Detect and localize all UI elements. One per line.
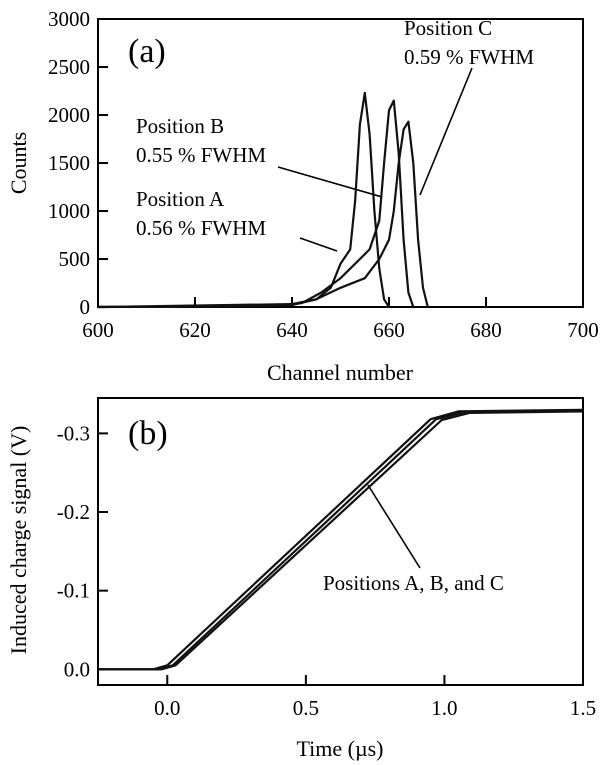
series-line-1 xyxy=(98,408,584,671)
x-tick-label: 700 xyxy=(567,318,599,342)
x-tick-label: 680 xyxy=(470,318,502,342)
leader-line-abc xyxy=(367,484,421,569)
panel-b-series xyxy=(98,408,584,671)
panel-b: 0.0 -0.1 -0.2 -0.3 0.0 0.5 1.0 1.5 (b) Time (µ… xyxy=(6,397,596,761)
y-tick-label: -0.2 xyxy=(57,500,90,524)
leader-line-a xyxy=(299,237,338,252)
panel-a-x-axis-title: Channel number xyxy=(267,360,414,385)
y-tick-label: -0.1 xyxy=(57,579,90,603)
series-line-2 xyxy=(97,99,415,309)
y-tick-label: -0.3 xyxy=(57,421,90,445)
leader-line-c xyxy=(419,67,473,196)
x-tick-label: 620 xyxy=(179,318,211,342)
annotation-position-c: Position C xyxy=(404,16,492,40)
x-tick-label: 640 xyxy=(276,318,308,342)
y-tick-label: 2500 xyxy=(48,55,90,79)
series-line-2 xyxy=(98,409,584,671)
x-tick-label: 660 xyxy=(373,318,405,342)
panel-b-y-axis-title: Induced charge signal (V) xyxy=(6,426,31,655)
panel-b-y-ticks: 0.0 -0.1 -0.2 -0.3 xyxy=(57,421,108,681)
panel-b-x-ticks: 0.0 0.5 1.0 1.5 xyxy=(154,675,596,720)
panel-a: 0 500 1000 1500 2000 2500 3000 600 620 640 660 680… xyxy=(6,7,599,385)
y-tick-label: 0.0 xyxy=(64,657,90,681)
y-tick-label: 3000 xyxy=(48,7,90,31)
panel-a-y-axis-title: Counts xyxy=(6,132,31,194)
annotation-position-b-fwhm: 0.55 % FWHM xyxy=(136,143,266,167)
annotation-position-b: Position B xyxy=(136,114,224,138)
series-line-3 xyxy=(98,410,584,671)
annotation-position-a-fwhm: 0.56 % FWHM xyxy=(136,216,266,240)
annotation-position-a: Position A xyxy=(136,187,225,211)
panel-a-label: (a) xyxy=(128,33,166,70)
x-tick-label: 0.0 xyxy=(154,696,180,720)
annotation-positions-abc: Positions A, B, and C xyxy=(323,571,504,595)
x-tick-label: 600 xyxy=(82,318,114,342)
y-tick-label: 1000 xyxy=(48,199,90,223)
panel-b-frame xyxy=(97,397,584,686)
y-tick-label: 0 xyxy=(80,295,91,319)
panel-a-x-ticks: 600 620 640 660 680 700 xyxy=(82,297,599,342)
x-tick-label: 1.0 xyxy=(431,696,457,720)
series-line-3 xyxy=(97,120,429,309)
annotation-position-c-fwhm: 0.59 % FWHM xyxy=(404,45,534,69)
leader-line-b xyxy=(277,166,383,198)
x-tick-label: 0.5 xyxy=(293,696,319,720)
y-tick-label: 500 xyxy=(59,247,91,271)
panel-b-x-axis-title: Time (µs) xyxy=(296,736,383,761)
panel-b-label: (b) xyxy=(128,415,168,452)
x-tick-label: 1.5 xyxy=(570,696,596,720)
y-tick-label: 1500 xyxy=(48,151,90,175)
panel-a-y-ticks: 0 500 1000 1500 2000 2500 3000 xyxy=(48,7,108,319)
y-tick-label: 2000 xyxy=(48,103,90,127)
panel-a-series xyxy=(97,91,429,309)
